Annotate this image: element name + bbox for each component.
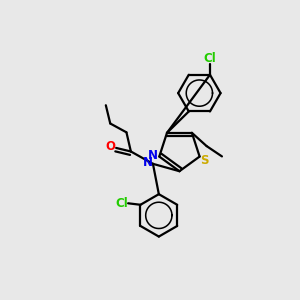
- Text: N: N: [148, 148, 158, 162]
- Text: S: S: [200, 154, 208, 167]
- Text: Cl: Cl: [204, 52, 216, 65]
- Text: N: N: [142, 156, 153, 169]
- Text: Cl: Cl: [115, 197, 128, 210]
- Text: O: O: [106, 140, 116, 153]
